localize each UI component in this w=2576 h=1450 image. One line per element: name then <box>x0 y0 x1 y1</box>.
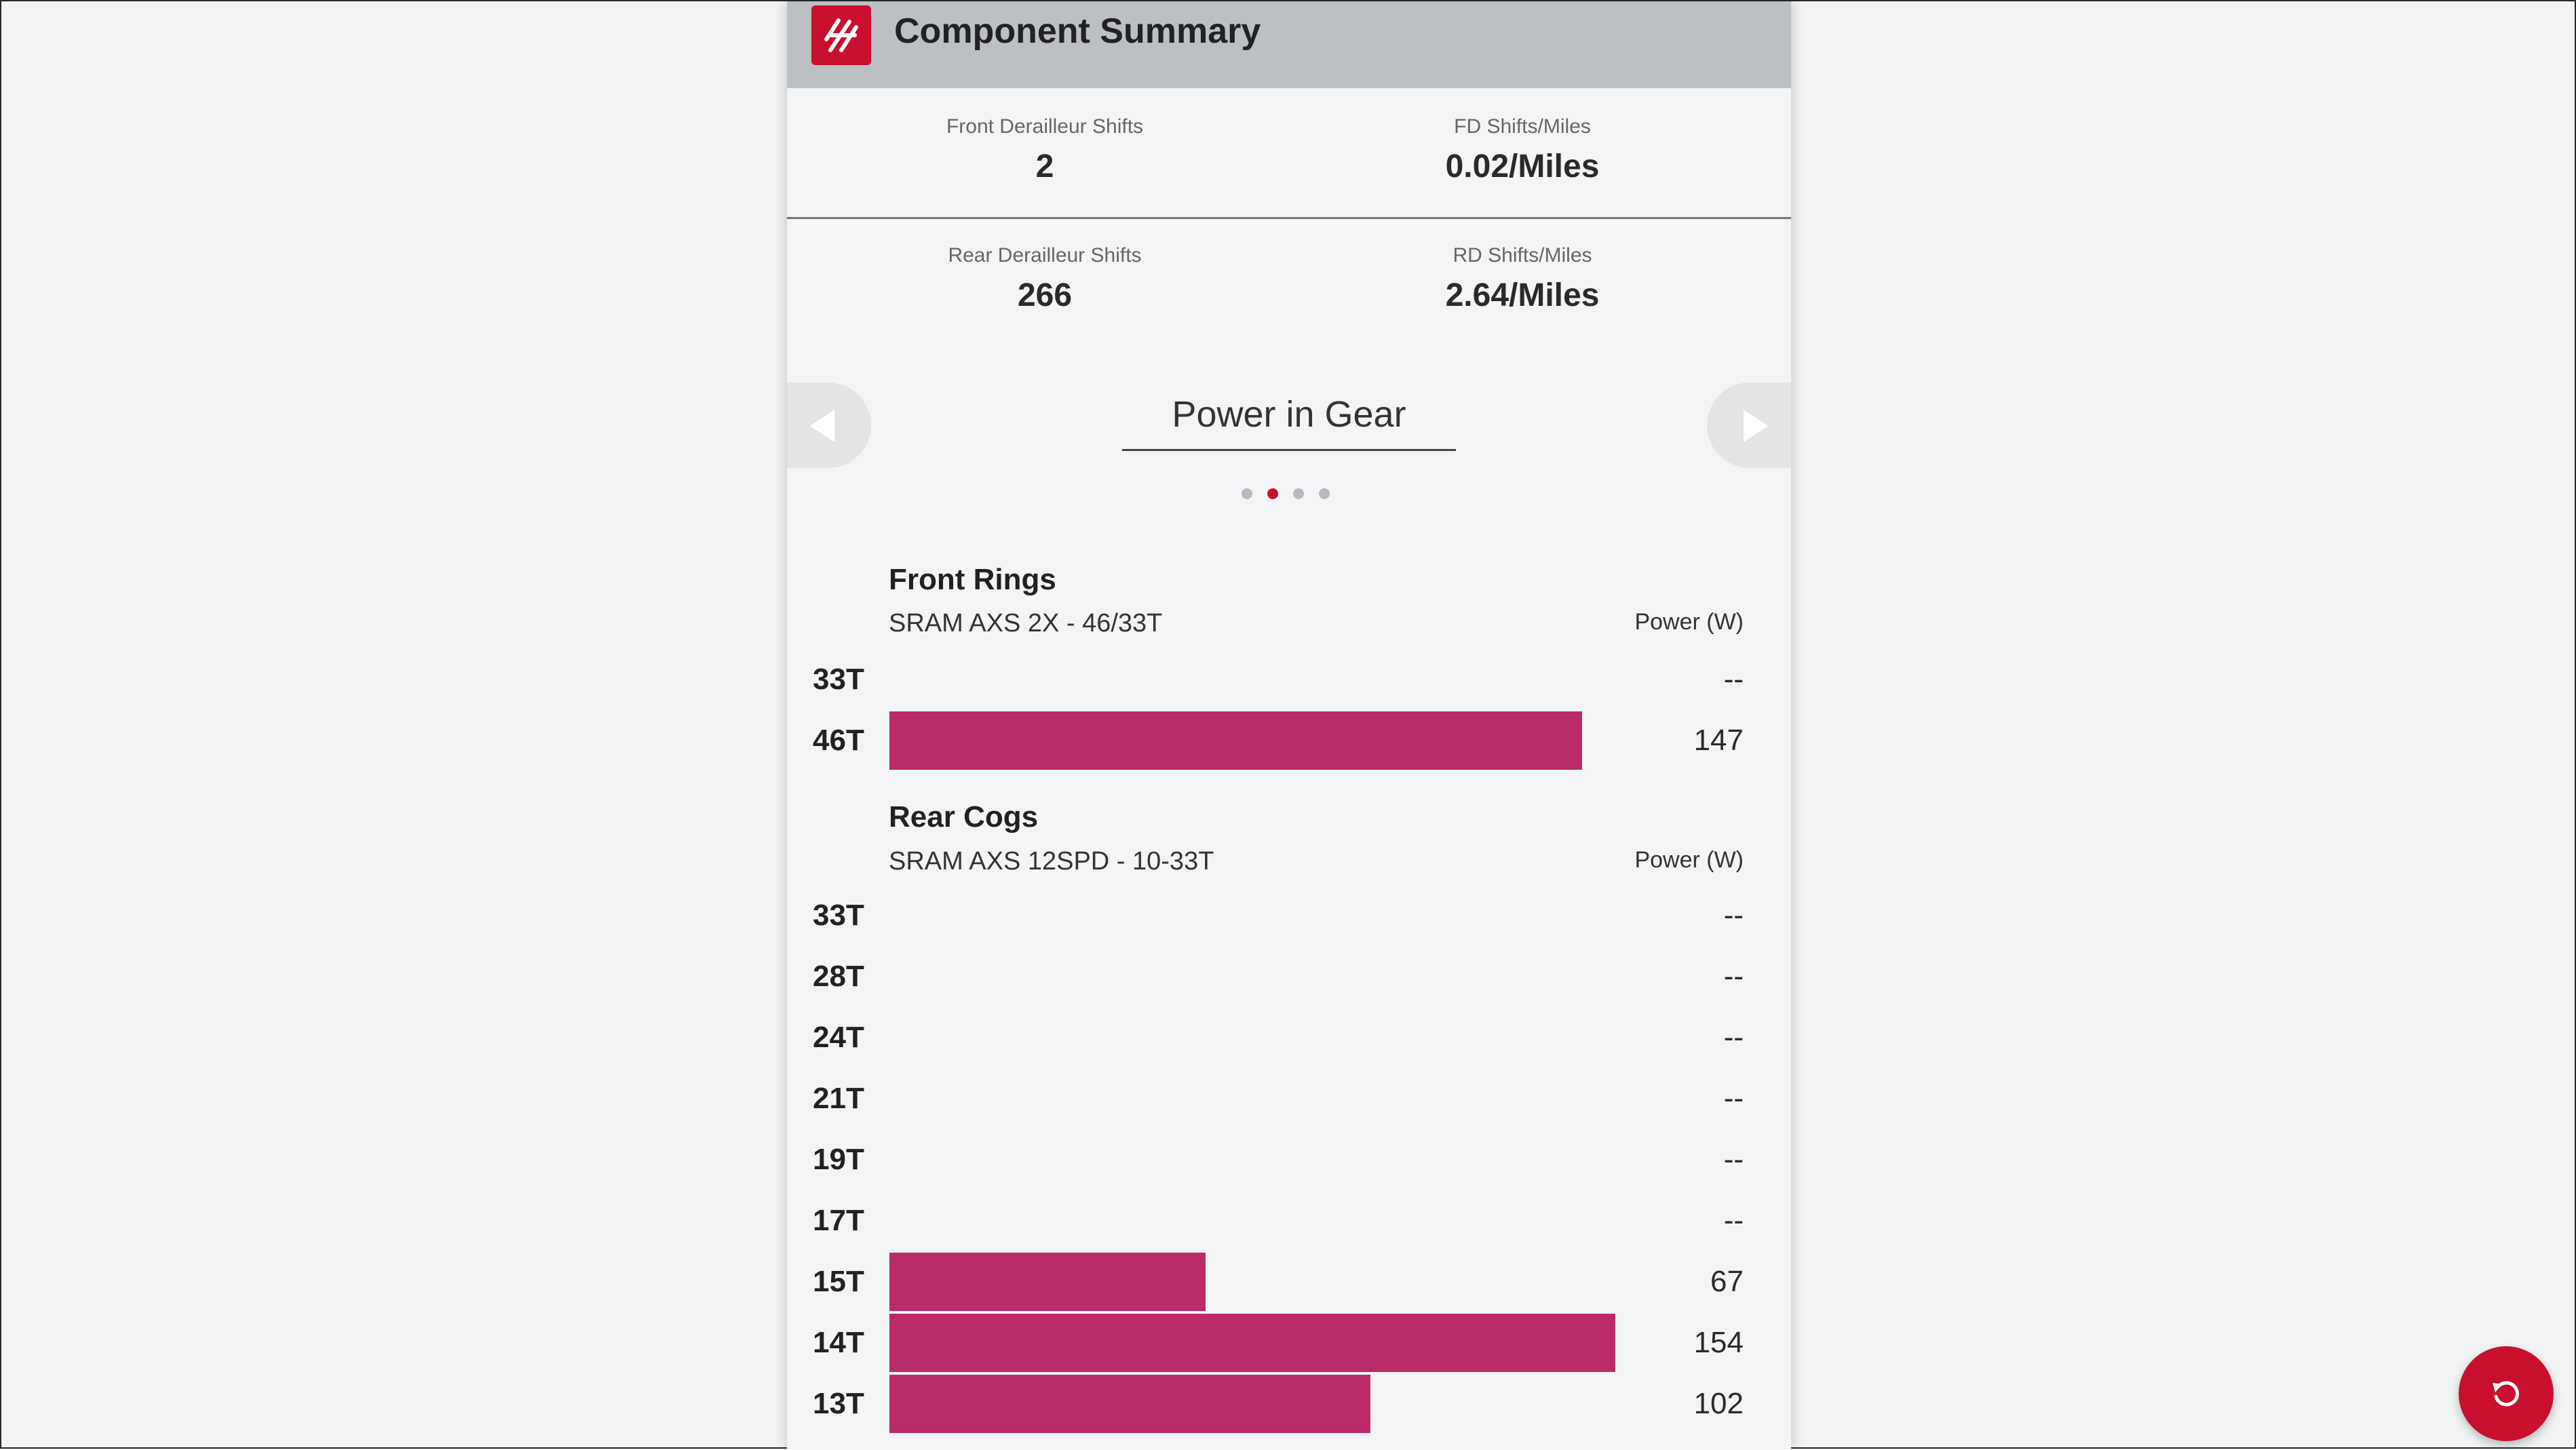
gear-label: 46T <box>813 724 864 757</box>
carousel-dot[interactable] <box>1267 488 1278 499</box>
power-value: -- <box>1723 1204 1744 1237</box>
stat-row-front: Front Derailleur Shifts 2 FD Shifts/Mile… <box>787 90 1791 219</box>
power-bar <box>889 711 1582 770</box>
power-value: 147 <box>1693 724 1744 757</box>
rear-cogs-subtitle: SRAM AXS 12SPD - 10-33T <box>889 847 1214 876</box>
power-value: -- <box>1723 899 1744 932</box>
carousel-dot[interactable] <box>1242 488 1252 499</box>
page-title: Component Summary <box>894 12 1261 51</box>
header-bar: Component Summary <box>787 1 1791 88</box>
front-rings-subtitle: SRAM AXS 2X - 46/33T <box>889 609 1163 638</box>
gear-label: 28T <box>813 960 864 993</box>
carousel-dot[interactable] <box>1319 488 1330 499</box>
gear-row: 13T 102 <box>787 1375 1791 1434</box>
stat-label: Rear Derailleur Shifts <box>948 244 1142 267</box>
gear-label: 15T <box>813 1265 864 1298</box>
carousel-pagination <box>1242 488 1337 501</box>
gear-label: 13T <box>813 1387 864 1420</box>
stat-value: 0.02/Miles <box>1445 149 1600 184</box>
stat-value: 2 <box>1035 149 1054 184</box>
gear-row: 15T 67 <box>787 1253 1791 1312</box>
component-summary-panel: Component Summary Front Derailleur Shift… <box>787 1 1791 1450</box>
gear-row: 21T -- <box>787 1070 1791 1129</box>
stat-rear-derailleur-shifts: Rear Derailleur Shifts 266 <box>841 218 1248 314</box>
gear-label: 14T <box>813 1326 864 1359</box>
gear-label: 24T <box>813 1021 864 1054</box>
gear-label: 21T <box>813 1082 864 1115</box>
carousel-next-button[interactable] <box>1707 383 1791 468</box>
stat-front-derailleur-shifts: Front Derailleur Shifts 2 <box>841 90 1248 185</box>
gear-row: 33T -- <box>787 650 1791 710</box>
carousel-title: Power in Gear <box>1122 393 1456 451</box>
rear-cogs-title: Rear Cogs <box>889 800 1039 834</box>
chevron-left-icon <box>810 410 834 442</box>
power-bar <box>889 1253 1206 1311</box>
gear-label: 17T <box>813 1204 864 1237</box>
gear-label: 19T <box>813 1143 864 1176</box>
front-rings-title: Front Rings <box>889 563 1056 596</box>
refresh-button[interactable] <box>2459 1346 2554 1441</box>
carousel-prev-button[interactable] <box>787 383 871 468</box>
power-bar <box>889 1375 1370 1433</box>
stat-rd-shifts-per-mile: RD Shifts/Miles 2.64/Miles <box>1319 218 1726 314</box>
power-value: 154 <box>1693 1326 1744 1359</box>
rear-cogs-unit-label: Power (W) <box>1634 847 1744 873</box>
power-value: -- <box>1723 960 1744 993</box>
power-value: -- <box>1723 1082 1744 1115</box>
gear-row: 46T 147 <box>787 711 1791 771</box>
stat-label: FD Shifts/Miles <box>1454 115 1591 138</box>
stat-label: RD Shifts/Miles <box>1453 244 1592 267</box>
gear-label: 33T <box>813 899 864 932</box>
brand-logo-icon <box>811 5 871 65</box>
power-value: 67 <box>1710 1265 1744 1298</box>
stat-fd-shifts-per-mile: FD Shifts/Miles 0.02/Miles <box>1319 90 1726 185</box>
power-bar <box>889 1314 1615 1372</box>
gear-row: 24T -- <box>787 1008 1791 1068</box>
stat-label: Front Derailleur Shifts <box>946 115 1144 138</box>
power-value: -- <box>1723 1021 1744 1054</box>
stat-value: 266 <box>1017 277 1073 313</box>
gear-row: 14T 154 <box>787 1314 1791 1373</box>
chevron-right-icon <box>1744 410 1768 442</box>
gear-label: 33T <box>813 663 864 696</box>
stat-row-rear: Rear Derailleur Shifts 266 RD Shifts/Mil… <box>787 218 1791 346</box>
refresh-icon <box>2493 1381 2519 1407</box>
power-value: -- <box>1723 1143 1744 1176</box>
carousel-dot[interactable] <box>1293 488 1304 499</box>
gear-row: 33T -- <box>787 886 1791 946</box>
gear-row: 19T -- <box>787 1131 1791 1190</box>
gear-row: 28T -- <box>787 947 1791 1007</box>
power-value: -- <box>1723 663 1744 696</box>
gear-row: 17T -- <box>787 1192 1791 1251</box>
power-value: 102 <box>1693 1387 1744 1420</box>
front-rings-unit-label: Power (W) <box>1634 609 1744 635</box>
stat-value: 2.64/Miles <box>1445 277 1600 313</box>
